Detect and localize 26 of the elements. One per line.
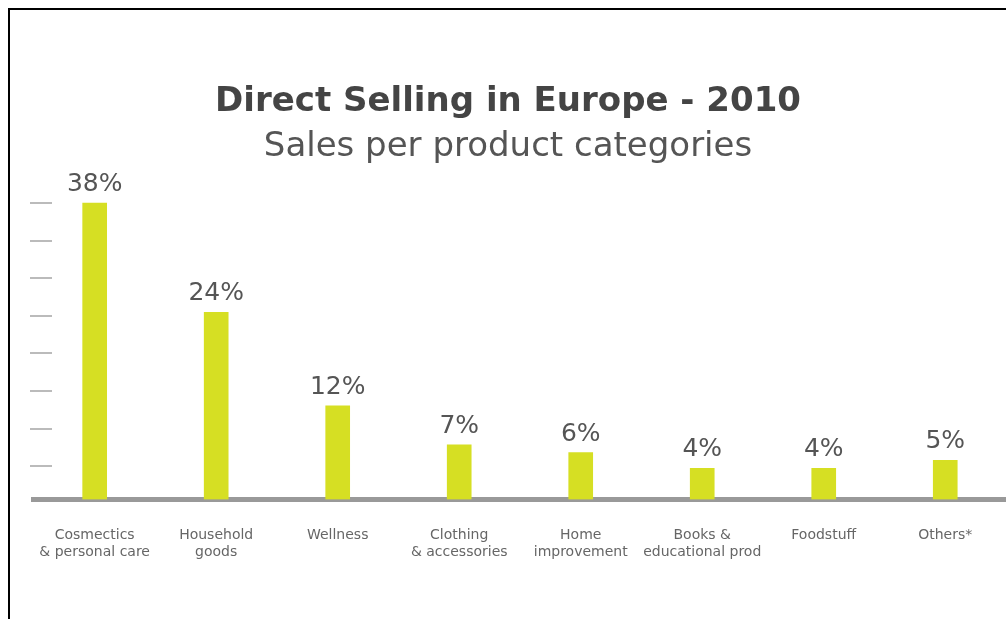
bar xyxy=(689,467,715,500)
bar xyxy=(203,311,229,500)
bar xyxy=(811,467,837,500)
chart-title: Direct Selling in Europe - 2010 xyxy=(215,79,801,120)
data-label: 12% xyxy=(309,370,366,400)
x-tick-label: Others* xyxy=(918,526,973,543)
bar xyxy=(932,460,958,500)
x-tick-label: Home improvement xyxy=(533,526,629,560)
data-label: 4% xyxy=(803,433,844,463)
x-tick-label: Cosmectics & personal care xyxy=(39,526,150,560)
x-tick-label: Wellness xyxy=(306,526,369,543)
data-label: 7% xyxy=(439,409,480,439)
bar xyxy=(568,452,594,500)
x-tick-label: Clothing & accessories xyxy=(410,526,508,560)
bar xyxy=(446,444,472,500)
data-label: 24% xyxy=(188,277,244,307)
x-tick-label: Books & educational prod xyxy=(643,526,762,560)
bar xyxy=(325,405,351,500)
data-label: 4% xyxy=(682,433,723,463)
x-tick-label: Foodstuff xyxy=(791,526,857,543)
chart-subtitle: Sales per product categories xyxy=(263,124,753,165)
data-label: 38% xyxy=(66,168,123,198)
data-label: 6% xyxy=(560,417,601,447)
x-tick-label: Household goods xyxy=(179,526,254,560)
data-label: 5% xyxy=(925,425,966,455)
bar xyxy=(82,202,108,500)
